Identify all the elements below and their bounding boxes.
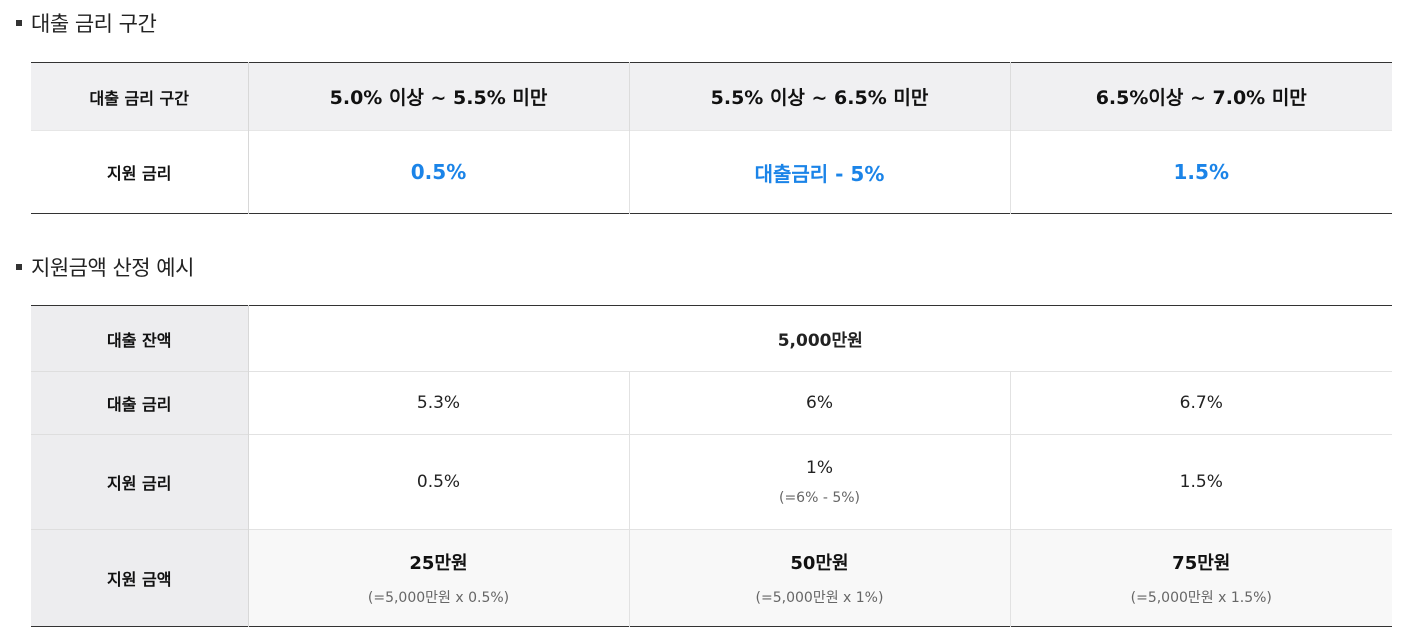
row-label: 지원 금액 bbox=[31, 529, 249, 627]
support-rate-cell: 1.5% bbox=[1010, 130, 1392, 214]
row-label: 대출 금리 bbox=[31, 371, 249, 435]
table-row: 지원 금리 0.5% 1% (=6% - 5%) 1.5% bbox=[31, 434, 1393, 530]
support-rate-note: (=6% - 5%) bbox=[778, 490, 861, 506]
row-label: 지원 금리 bbox=[31, 130, 249, 214]
amount-cell: 25만원 (=5,000만원 x 0.5%) bbox=[248, 529, 630, 627]
loan-rate-cell: 5.3% bbox=[248, 371, 630, 435]
calculation-example-table: 대출 잔액 5,000만원 대출 금리 5.3% 6% 6.7% 지원 금리 0… bbox=[31, 305, 1393, 627]
support-rate-value: 0.5% bbox=[416, 472, 461, 492]
row-label: 대출 잔액 bbox=[31, 305, 249, 372]
amount-note: (=5,000만원 x 1%) bbox=[755, 590, 884, 606]
amount-cell: 75만원 (=5,000만원 x 1.5%) bbox=[1010, 529, 1393, 627]
amount-note: (=5,000만원 x 0.5%) bbox=[367, 590, 510, 606]
section-title: 대출 금리 구간 bbox=[31, 12, 157, 36]
section-title: 지원금액 산정 예시 bbox=[31, 256, 194, 280]
section-heading-rate-range: 대출 금리 구간 bbox=[16, 8, 157, 38]
section-heading-example: 지원금액 산정 예시 bbox=[16, 252, 194, 282]
range-cell: 5.5% 이상 ~ 6.5% 미만 bbox=[629, 62, 1011, 131]
loan-rate-cell: 6.7% bbox=[1010, 371, 1393, 435]
support-rate-cell: 0.5% bbox=[248, 434, 630, 530]
table-row: 대출 금리 구간 5.0% 이상 ~ 5.5% 미만 5.5% 이상 ~ 6.5… bbox=[31, 62, 1392, 131]
balance-cell: 5,000만원 bbox=[777, 331, 863, 351]
support-rate-cell: 대출금리 - 5% bbox=[629, 130, 1011, 214]
support-rate-value: 1% bbox=[806, 458, 833, 478]
support-rate-cell: 1% (=6% - 5%) bbox=[629, 434, 1011, 530]
range-cell: 5.0% 이상 ~ 5.5% 미만 bbox=[248, 62, 630, 131]
table-row: 지원 금액 25만원 (=5,000만원 x 0.5%) 50만원 (=5,00… bbox=[31, 529, 1393, 627]
rate-range-table: 대출 금리 구간 5.0% 이상 ~ 5.5% 미만 5.5% 이상 ~ 6.5… bbox=[31, 62, 1392, 214]
support-rate-cell: 1.5% bbox=[1010, 434, 1393, 530]
table-row: 지원 금리 0.5% 대출금리 - 5% 1.5% bbox=[31, 130, 1392, 214]
square-bullet-icon bbox=[16, 20, 22, 26]
square-bullet-icon bbox=[16, 264, 22, 270]
amount-note: (=5,000만원 x 1.5%) bbox=[1130, 590, 1272, 606]
table-row: 대출 잔액 5,000만원 bbox=[31, 305, 1392, 372]
table-row: 대출 금리 5.3% 6% 6.7% bbox=[31, 371, 1393, 435]
amount-cell: 50만원 (=5,000만원 x 1%) bbox=[629, 529, 1011, 627]
row-label: 지원 금리 bbox=[31, 434, 249, 530]
row-label: 대출 금리 구간 bbox=[31, 62, 249, 131]
amount-value: 25만원 bbox=[409, 553, 468, 574]
support-rate-cell: 0.5% bbox=[248, 130, 630, 214]
amount-value: 50만원 bbox=[790, 553, 849, 574]
loan-rate-cell: 6% bbox=[629, 371, 1011, 435]
range-cell: 6.5%이상 ~ 7.0% 미만 bbox=[1010, 62, 1392, 131]
support-rate-value: 1.5% bbox=[1179, 472, 1223, 492]
amount-value: 75만원 bbox=[1172, 553, 1231, 574]
